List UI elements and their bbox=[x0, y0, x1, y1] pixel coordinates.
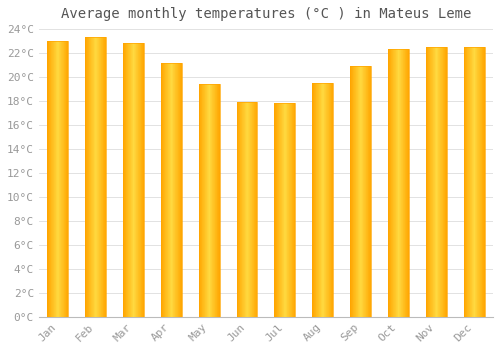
Bar bbox=[161, 63, 182, 317]
Bar bbox=[464, 47, 484, 317]
Title: Average monthly temperatures (°C ) in Mateus Leme: Average monthly temperatures (°C ) in Ma… bbox=[60, 7, 471, 21]
Bar bbox=[198, 84, 220, 317]
Bar bbox=[236, 102, 258, 317]
Bar bbox=[312, 83, 333, 317]
Bar bbox=[48, 41, 68, 317]
Bar bbox=[274, 103, 295, 317]
Bar bbox=[426, 47, 446, 317]
Bar bbox=[350, 66, 371, 317]
Bar bbox=[85, 37, 106, 317]
Bar bbox=[123, 43, 144, 317]
Bar bbox=[388, 49, 409, 317]
